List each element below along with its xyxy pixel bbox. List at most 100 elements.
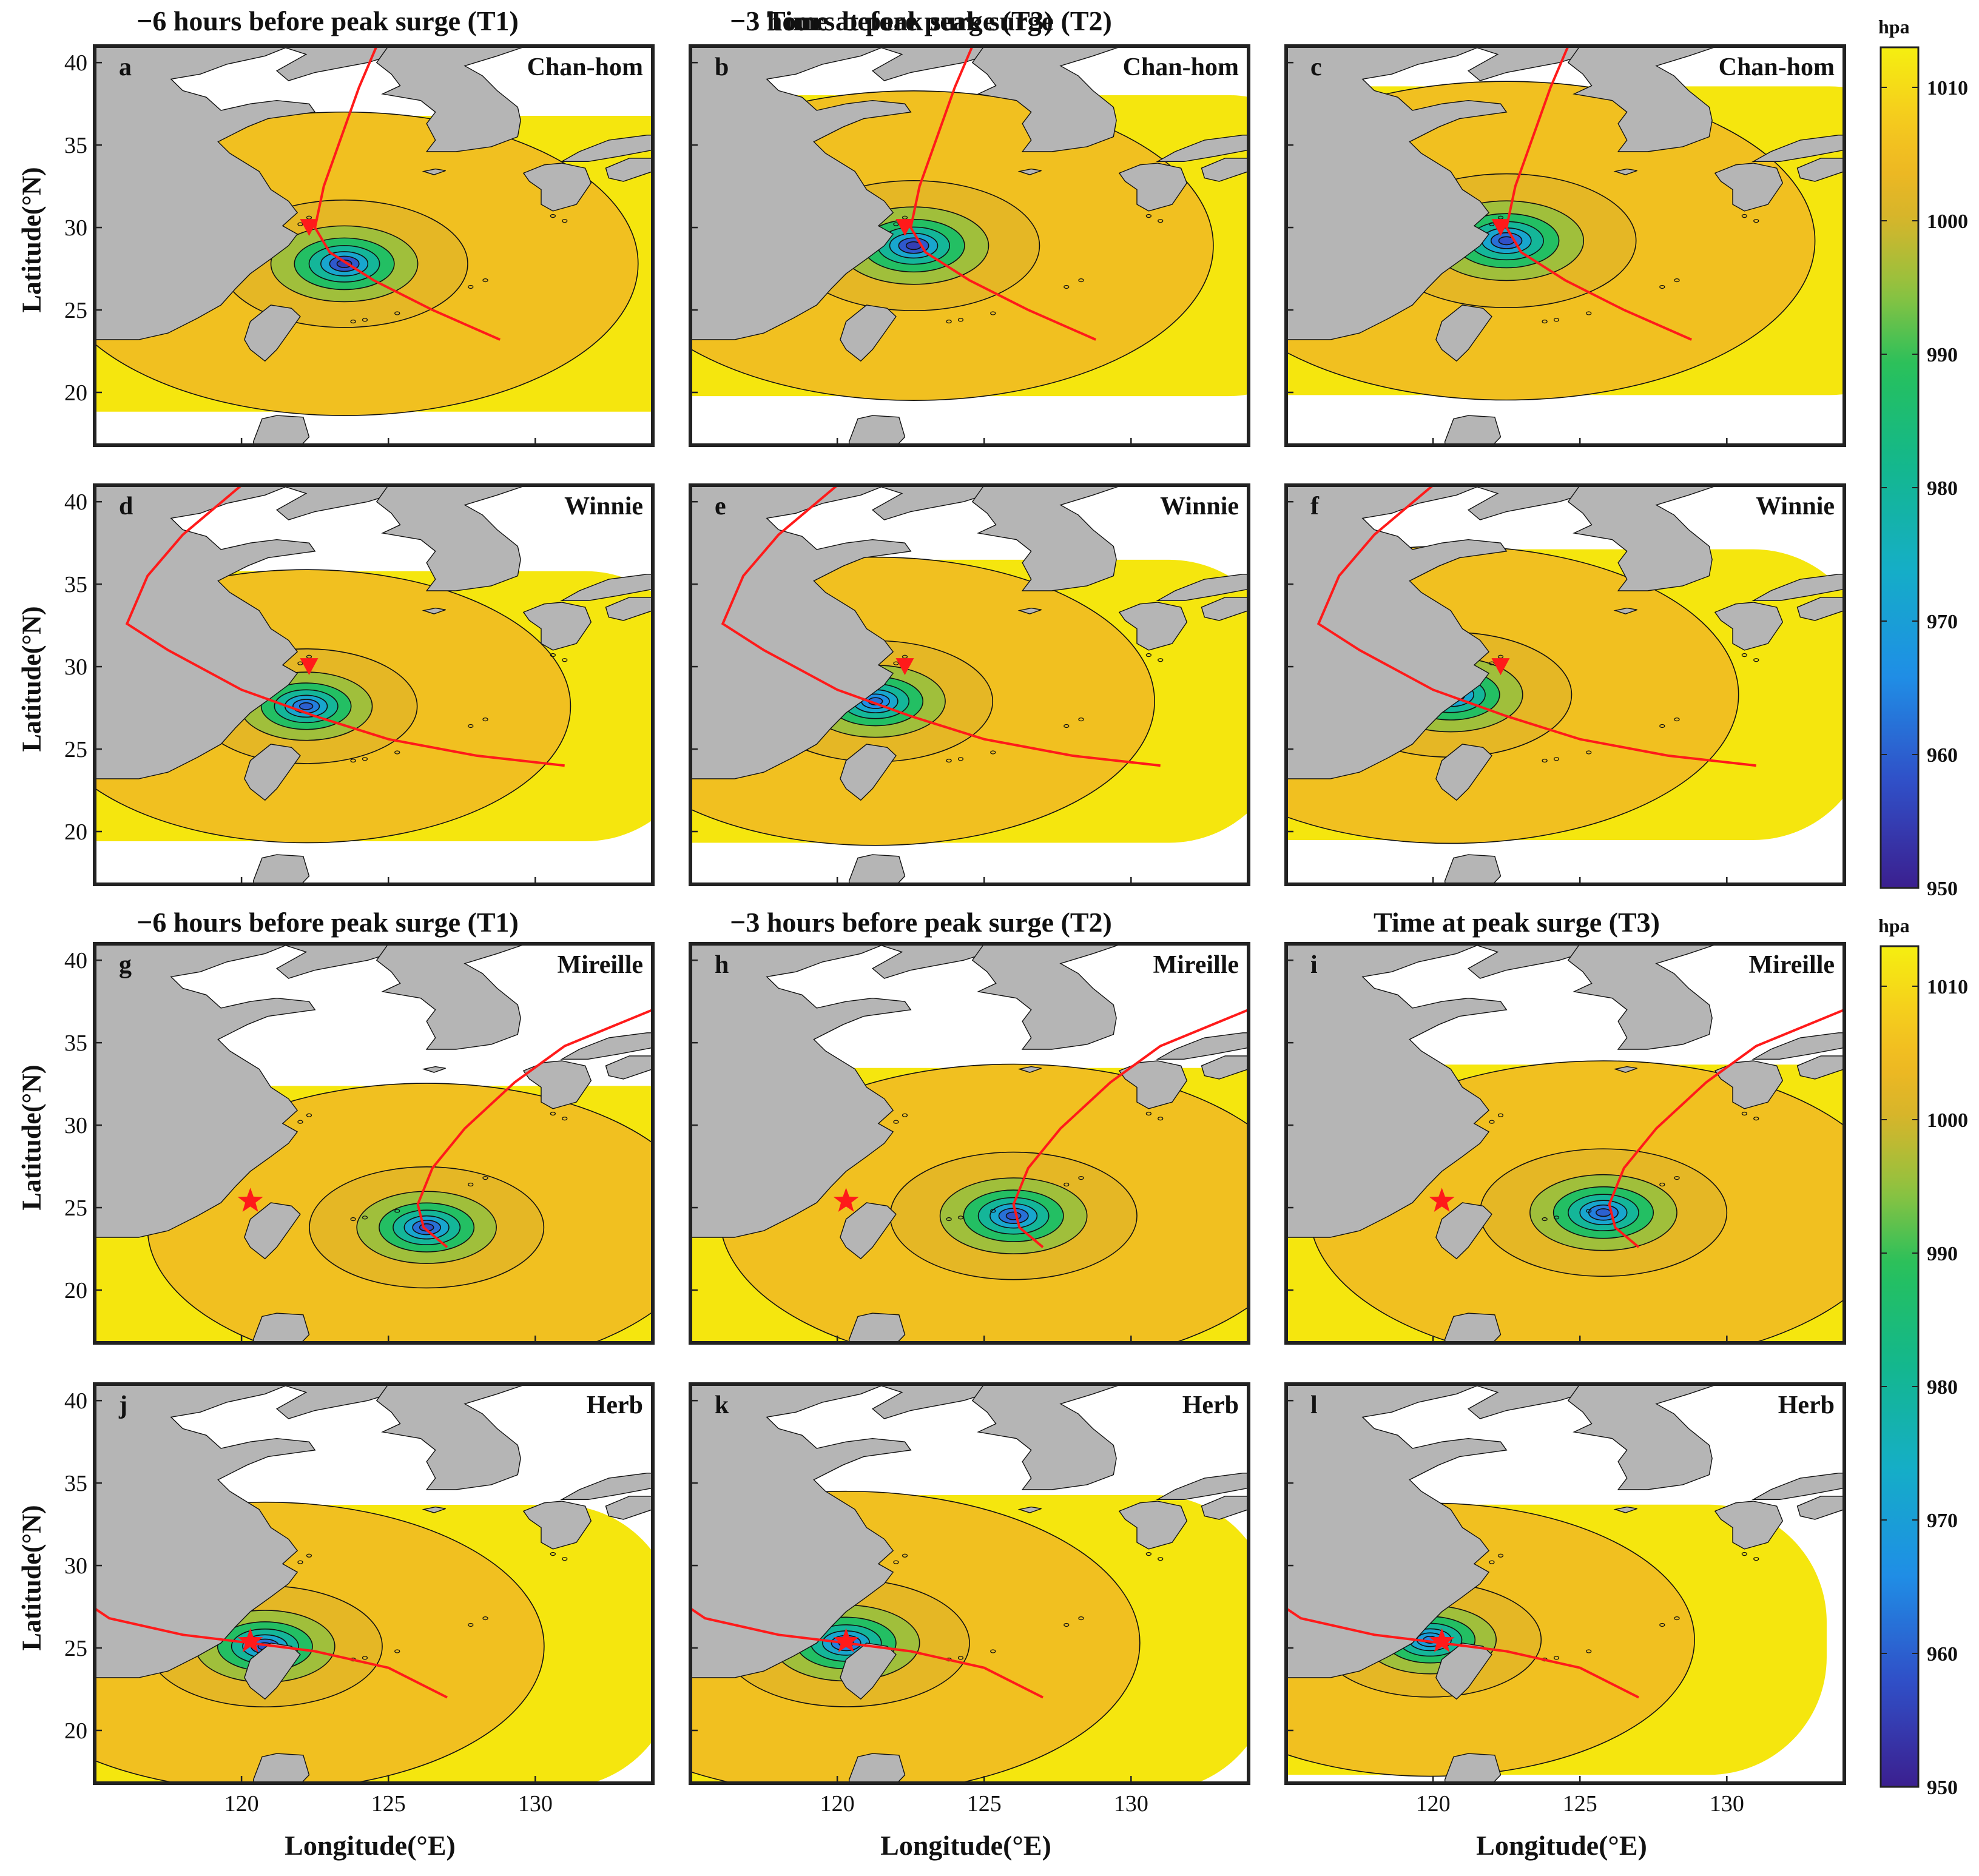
map-panel-i: i Mireille (1284, 942, 1846, 1345)
typhoon-track (909, 46, 1097, 341)
colorbar-gradient (1880, 46, 1920, 889)
islet (1586, 1209, 1592, 1213)
land-layer (690, 485, 1249, 884)
column-title-row1-t2: −3 hours before peak surge (T2) (730, 5, 1112, 36)
colorbar-tick-label: 960 (1927, 744, 1958, 767)
islet (1553, 318, 1560, 322)
islet (1145, 1552, 1152, 1556)
islet (297, 1560, 303, 1564)
land-layer (690, 944, 1249, 1343)
storm-name: Chan-hom (527, 53, 643, 81)
landmass (605, 597, 653, 621)
landmass (1751, 574, 1844, 601)
islet (1489, 222, 1495, 226)
islet (1064, 724, 1070, 728)
panel-frame (93, 942, 655, 1345)
station-star-marker (833, 1628, 859, 1652)
y-tick-label: 40 (64, 948, 87, 973)
island-jeju (1017, 1506, 1042, 1513)
landmass (376, 485, 527, 591)
panel-letter: h (715, 951, 729, 979)
landmass (560, 1473, 653, 1501)
x-tick-label: 120 (1416, 1791, 1451, 1817)
map-panel-k: k Herb 120 125 130 (689, 1382, 1250, 1817)
islet (562, 1117, 568, 1121)
landmass (1286, 1384, 1622, 1772)
x-tick-label: 130 (1114, 1791, 1148, 1817)
colorbar-tick-label: 1000 (1927, 1109, 1968, 1132)
map-panel-a: a Chan-hom 20 25 30 35 40 (64, 44, 655, 447)
islet (1489, 1120, 1495, 1124)
landmass (560, 135, 653, 162)
islet (990, 1209, 996, 1213)
landmass (252, 854, 310, 884)
colorbar-gradient (1880, 945, 1920, 1788)
colorbar-tick-label: 970 (1927, 1510, 1958, 1532)
islet (1586, 311, 1592, 315)
islet (468, 284, 474, 289)
land-layer (95, 485, 653, 884)
x-axis-label-col2: Longitude(°E) (880, 1830, 1051, 1861)
landmass (1444, 1313, 1502, 1343)
islet (482, 717, 488, 722)
landmass (252, 1753, 310, 1783)
panel-frame (1284, 483, 1846, 886)
islet (1158, 1557, 1164, 1561)
station-triangle-marker (300, 658, 319, 676)
landmass (95, 46, 430, 434)
storm-name: Chan-hom (1719, 53, 1835, 81)
islet (893, 661, 899, 665)
island-jeju (1613, 607, 1637, 614)
landmass (1444, 854, 1502, 884)
storm-name: Winnie (564, 493, 643, 520)
landmass (848, 1753, 906, 1783)
landmass (376, 944, 527, 1050)
islet (1753, 219, 1759, 223)
landmass (1201, 597, 1249, 621)
typhoon-track (1505, 46, 1693, 341)
landmass (244, 1642, 301, 1700)
landmass (1435, 1642, 1492, 1700)
islet (946, 319, 952, 324)
panel-letter: k (715, 1391, 729, 1419)
storm-name: Mireille (1153, 951, 1239, 979)
islet (394, 1649, 400, 1653)
storm-name: Herb (1182, 1391, 1239, 1419)
landmass (1796, 1496, 1844, 1520)
panel-frame (689, 44, 1250, 447)
landmass (1118, 602, 1188, 651)
islet (362, 1215, 368, 1220)
islet (1064, 284, 1070, 289)
landmass (690, 1384, 1026, 1772)
islet (957, 318, 964, 322)
landmass (95, 1384, 430, 1772)
column-title-row3-t3: Time at peak surge (T3) (1374, 907, 1660, 938)
landmass (605, 1496, 653, 1520)
column-title-row3-t1: −6 hours before peak surge (T1) (137, 907, 519, 938)
islet (957, 757, 964, 761)
islet (990, 1649, 996, 1653)
islet (468, 1182, 474, 1187)
islet (1145, 653, 1152, 657)
islet (1659, 284, 1665, 289)
colorbar-tick-label: 1010 (1927, 77, 1968, 99)
land-layer (1286, 1384, 1844, 1783)
islet (1674, 278, 1680, 283)
islet (893, 222, 899, 226)
islet (1064, 1182, 1070, 1187)
colorbar-unit-label-top: hpa (1878, 16, 1910, 38)
y-tick-label: 20 (64, 819, 87, 845)
station-star-marker (237, 1188, 263, 1212)
islet (1497, 1113, 1504, 1117)
islet (562, 1557, 568, 1561)
y-tick-label: 30 (64, 215, 87, 241)
landmass (244, 1202, 301, 1260)
landmass (971, 1384, 1123, 1490)
landmass (252, 1313, 310, 1343)
landmass (1714, 1060, 1784, 1109)
islet (1158, 658, 1164, 662)
y-tick-label: 30 (64, 1553, 87, 1579)
landmass (560, 574, 653, 601)
pressure-contour-7 (336, 259, 352, 268)
colorbar-tick-label: 970 (1927, 611, 1958, 633)
